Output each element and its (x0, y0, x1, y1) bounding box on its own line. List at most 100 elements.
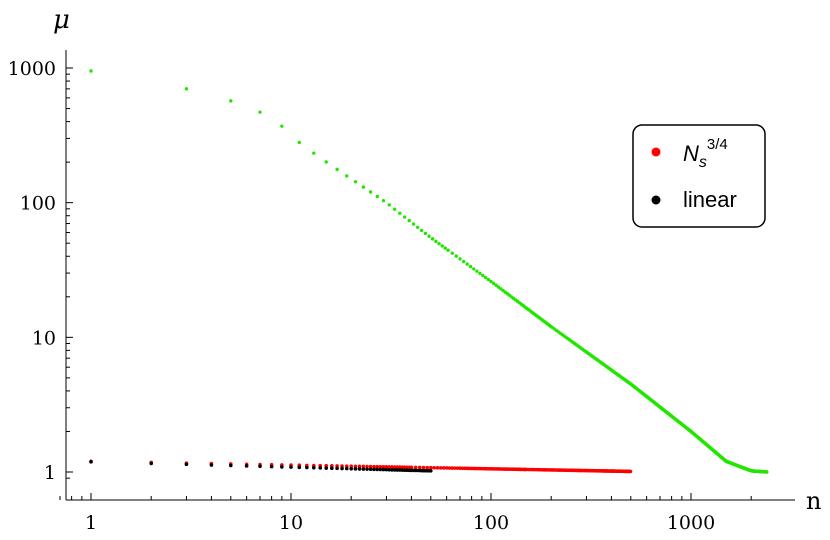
linear-point (378, 467, 383, 472)
linear-point (228, 463, 233, 468)
ns-point (441, 466, 446, 470)
ns-point (417, 465, 422, 470)
x-tick-label: 100 (473, 512, 509, 534)
linear-point (289, 465, 293, 469)
linear-point (392, 468, 397, 472)
ns-point (349, 464, 354, 468)
linear-point (384, 467, 389, 472)
green-point (430, 237, 435, 241)
green-point (419, 228, 424, 233)
ns-point (395, 465, 400, 469)
y-axis-title: μ (53, 5, 70, 35)
ns-point (381, 464, 386, 469)
y-tick-label: 10 (32, 327, 56, 349)
ns-point (390, 465, 394, 469)
ns-point (375, 464, 380, 469)
linear-point (311, 465, 316, 470)
linear-point (368, 467, 373, 472)
linear-point (340, 466, 344, 471)
linear-point (280, 465, 284, 469)
green-point (387, 203, 391, 207)
green-point (297, 140, 301, 145)
green-point (258, 110, 262, 114)
ns-point (444, 466, 449, 470)
x-ticks: 1 10 100 1000 (59, 493, 752, 534)
green-point (361, 185, 366, 189)
linear-point (344, 466, 349, 471)
ns-point (361, 464, 366, 469)
x-tick-label: 10 (279, 512, 303, 534)
green-point (434, 239, 438, 244)
x-tick-label: 1000 (667, 512, 715, 534)
green-point (765, 470, 769, 474)
ns-point (455, 466, 460, 470)
green-point (491, 281, 496, 286)
x-tick-label: 1 (85, 512, 97, 534)
green-point (402, 215, 407, 219)
linear-point (335, 466, 339, 471)
linear-point (149, 461, 154, 466)
ns-point (392, 465, 397, 469)
linear-point (428, 469, 433, 473)
ns-point (425, 465, 430, 470)
green-point (494, 283, 498, 287)
green-point (475, 269, 479, 273)
ns-point (340, 464, 344, 468)
green-point (458, 257, 462, 261)
green-point (423, 231, 428, 236)
legend-label-ns-main: N (683, 141, 699, 166)
linear-point (258, 464, 262, 469)
y-ticks: 1 10 100 1000 (8, 58, 73, 484)
axes: 1 10 100 1000 1 10 100 1000 n μ (8, 5, 822, 534)
green-point (280, 124, 284, 128)
ns-point (357, 464, 362, 469)
legend-label-ns-sub: s (699, 154, 707, 171)
linear-point (305, 465, 309, 470)
linear-point (357, 467, 362, 471)
linear-point (184, 462, 189, 467)
green-point (411, 222, 416, 226)
legend-marker-linear (651, 195, 661, 205)
linear-point (372, 467, 376, 472)
y-tick-label: 1 (44, 462, 56, 484)
green-point (89, 69, 93, 73)
legend: Ns3/4 linear (632, 124, 766, 228)
linear-point (349, 466, 354, 471)
ns-point (421, 465, 426, 470)
ns-point (453, 466, 457, 470)
ns-point (353, 464, 358, 469)
linear-point (381, 467, 386, 472)
ns-point (438, 466, 443, 470)
linear-point (330, 466, 334, 471)
x-axis-title: n (806, 487, 821, 515)
green-point (345, 174, 349, 178)
green-point (454, 254, 458, 258)
green-point (427, 234, 431, 238)
y-tick-label: 1000 (8, 58, 56, 80)
ns-point (372, 464, 376, 469)
legend-marker-ns (651, 147, 661, 157)
green-point (446, 248, 450, 252)
legend-box (632, 124, 766, 228)
linear-point (244, 464, 249, 468)
green-point (229, 99, 233, 103)
ns-point (432, 465, 437, 470)
green-point (415, 225, 420, 230)
linear-point (209, 463, 214, 467)
ns-point (378, 464, 383, 469)
ns-point (428, 465, 433, 470)
linear-point (269, 464, 274, 469)
green-point (465, 262, 469, 266)
green-point (472, 267, 476, 271)
green-point (324, 160, 328, 164)
series-linear-points (89, 460, 433, 473)
linear-point (89, 460, 93, 464)
ns-point (384, 465, 389, 469)
linear-point (387, 467, 392, 472)
linear-point (324, 466, 329, 470)
ns-point (409, 465, 414, 470)
green-point (184, 87, 189, 91)
legend-label-ns-sup: 3/4 (707, 136, 728, 153)
green-point (437, 241, 441, 246)
